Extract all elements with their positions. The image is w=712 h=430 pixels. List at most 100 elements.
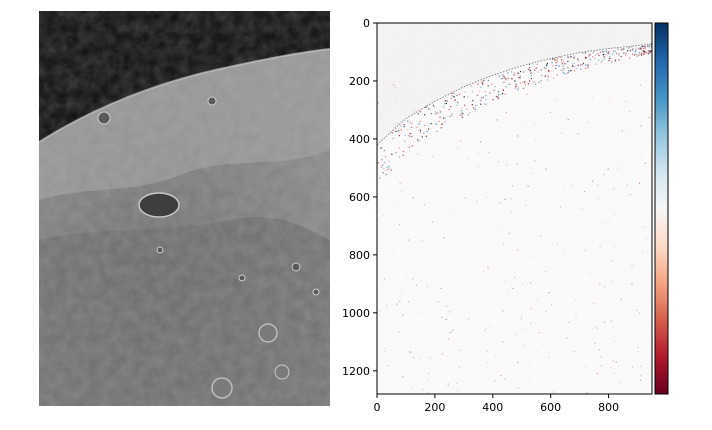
heatmap-speckle [411, 135, 413, 138]
heatmap-speckle [586, 65, 588, 67]
heatmap-speckle [433, 106, 436, 108]
heatmap-speckle [480, 141, 482, 143]
heatmap-speckle [404, 134, 406, 136]
heatmap-speckle [441, 123, 443, 125]
heatmap-speckle [603, 222, 605, 224]
heatmap-speckle [585, 58, 587, 60]
heatmap-speckle [417, 113, 419, 115]
y-tick-label: 400 [349, 133, 370, 146]
heatmap-speckle [388, 160, 390, 162]
heatmap-speckle [636, 55, 638, 57]
heatmap-speckle [626, 131, 628, 133]
heatmap-speckle [482, 83, 484, 85]
heatmap-speckle [517, 89, 519, 91]
heatmap-speckle [523, 71, 525, 73]
heatmap-speckle [456, 390, 458, 392]
heatmap-speckle [485, 95, 487, 97]
heatmap-speckle [401, 190, 403, 192]
heatmap-speckle [476, 94, 478, 96]
heatmap-speckle [493, 89, 495, 91]
heatmap-speckle [601, 60, 603, 62]
heatmap-speckle [432, 156, 434, 158]
heatmap-speckle [566, 337, 568, 339]
heatmap-speckle [390, 169, 392, 171]
heatmap-speckle [582, 52, 584, 54]
heatmap-speckle [477, 83, 479, 85]
heatmap-speckle [440, 287, 442, 290]
heatmap-speckle [475, 105, 477, 107]
heatmap-speckle [421, 136, 423, 138]
heatmap-speckle [540, 80, 542, 82]
heatmap-speckle [610, 320, 612, 322]
heatmap-speckle [583, 191, 585, 193]
heatmap-speckle [423, 204, 425, 206]
heatmap-speckle [417, 139, 419, 141]
heatmap-speckle [487, 85, 489, 87]
heatmap-speckle [445, 102, 447, 104]
heatmap-speckle [451, 95, 453, 97]
heatmap-speckle [402, 154, 404, 156]
heatmap-speckle [596, 327, 598, 329]
heatmap-speckle [532, 255, 534, 258]
heatmap-speckle [600, 61, 602, 64]
heatmap-speckle [600, 356, 602, 358]
heatmap-speckle [412, 278, 414, 280]
heatmap-speckle [464, 104, 466, 106]
heatmap-speckle [584, 249, 586, 252]
crater [211, 377, 233, 399]
heatmap-speckle [500, 374, 502, 377]
heatmap-speckle [617, 365, 620, 367]
crater [97, 111, 111, 125]
heatmap-speckle [492, 99, 494, 101]
heatmap-speckle [644, 46, 646, 49]
heatmap-speckle [431, 221, 433, 223]
heatmap-speckle [636, 174, 638, 176]
heatmap-speckle [495, 96, 497, 98]
heatmap-speckle [560, 69, 562, 71]
heatmap-panel: 0 200 400 600 800 0 200 400 600 800 1000 1200 [342, 17, 653, 414]
heatmap-speckle [522, 87, 525, 89]
heatmap-speckle [617, 48, 619, 50]
moon-limb-edge [39, 48, 330, 143]
heatmap-speckle [562, 71, 564, 73]
heatmap-speckle [613, 372, 615, 374]
heatmap-speckle [525, 141, 527, 143]
heatmap-axes-frame [376, 22, 653, 395]
heatmap-speckle [385, 244, 387, 246]
heatmap-speckle [568, 321, 570, 324]
heatmap-speckle [497, 98, 499, 100]
heatmap-speckle [563, 68, 565, 70]
heatmap-speckle [405, 275, 407, 277]
y-axis: 0 200 400 600 800 1000 1200 [342, 17, 377, 378]
heatmap-speckle [549, 59, 551, 61]
heatmap-speckle [538, 81, 540, 83]
heatmap-speckle [428, 373, 430, 375]
heatmap-speckle [515, 85, 517, 87]
heatmap-speckle [638, 54, 640, 56]
heatmap-speckle [561, 59, 563, 61]
heatmap-speckle [638, 52, 640, 54]
heatmap-speckle [561, 61, 563, 63]
heatmap-speckle [537, 300, 539, 302]
heatmap-speckle [400, 129, 402, 131]
heatmap-speckle [602, 51, 604, 53]
moon-image-panel [39, 11, 330, 406]
heatmap-speckle [648, 116, 650, 119]
heatmap-speckle [530, 72, 532, 74]
heatmap-speckle [552, 391, 555, 393]
heatmap-speckle [611, 61, 613, 63]
heatmap-speckle [413, 110, 415, 112]
heatmap-speckle [544, 75, 546, 77]
heatmap-speckle [592, 56, 594, 58]
heatmap-limb-curve [377, 43, 652, 146]
heatmap-speckle [391, 132, 393, 134]
heatmap-speckle [470, 85, 472, 87]
heatmap-speckle [459, 114, 461, 116]
heatmap-speckle [428, 128, 430, 130]
heatmap-speckle [649, 51, 651, 53]
heatmap-speckle [451, 115, 453, 117]
heatmap-speckle [485, 327, 487, 329]
heatmap-speckle [515, 334, 517, 336]
heatmap-speckle [398, 147, 400, 149]
heatmap-speckle [487, 361, 489, 363]
